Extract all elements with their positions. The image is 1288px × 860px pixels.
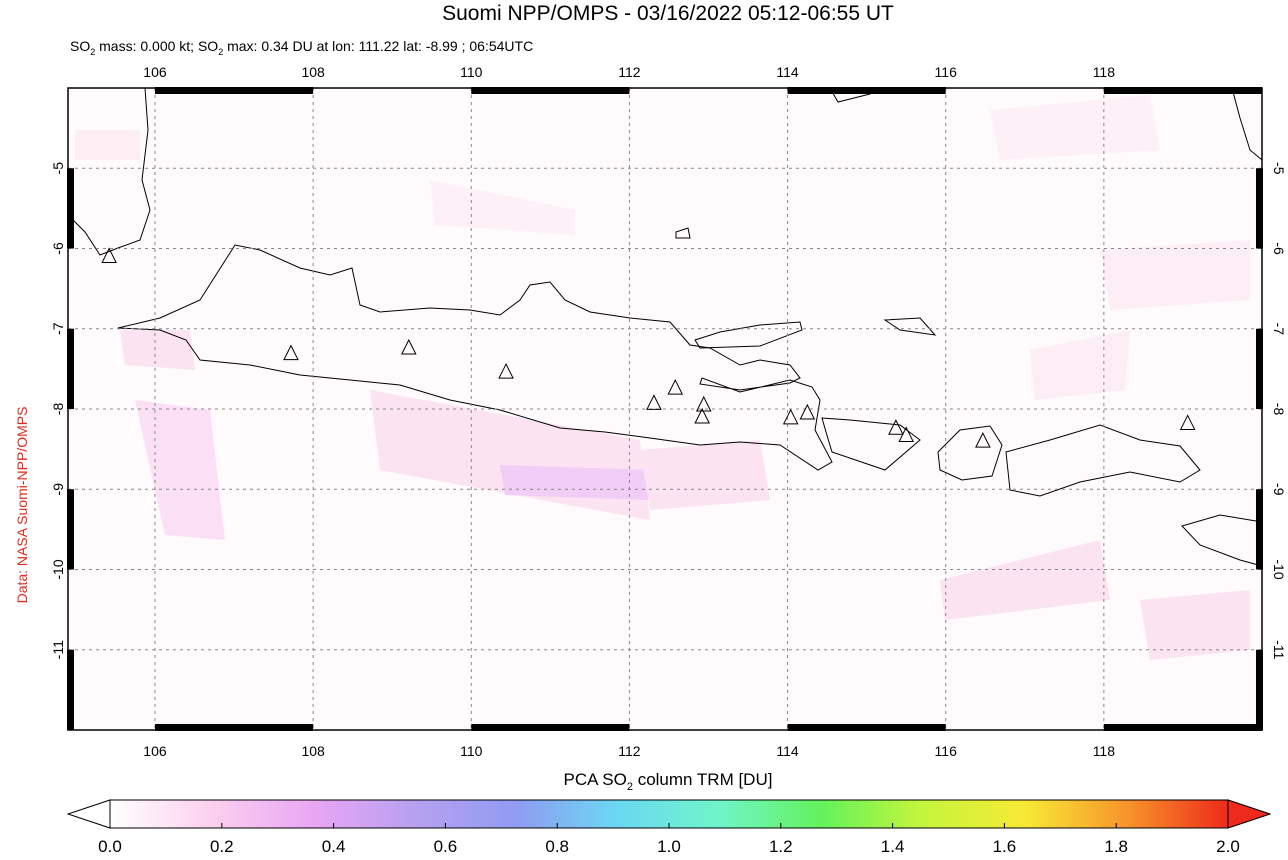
y-tick-label: -10 <box>1271 559 1287 579</box>
subtitle-part: mass: 0.000 kt; SO <box>95 38 218 54</box>
colorbar-title-part: PCA SO <box>564 770 627 789</box>
y-tick-label: -11 <box>50 640 66 659</box>
colorbar-under <box>66 799 111 829</box>
x-tick-label: 116 <box>935 64 958 80</box>
subtitle-sub: 2 <box>90 47 95 57</box>
x-tick-label: 108 <box>301 743 325 759</box>
map-area <box>67 87 1263 731</box>
frame-bar <box>787 87 946 94</box>
volcano-marker <box>498 362 514 379</box>
frame-bar <box>471 724 630 731</box>
colorbar-title: PCA SO2 column TRM [DU] <box>564 770 773 793</box>
colorbar-tick-label: 0.6 <box>434 837 458 855</box>
x-tick-label: 118 <box>1093 743 1116 759</box>
x-tick-label: 116 <box>935 743 958 759</box>
x-tick-label: 108 <box>301 64 325 80</box>
y-tick-label: -7 <box>1271 323 1287 336</box>
colorbar-title-part: column TRM [DU] <box>633 770 773 789</box>
frame-bar <box>1256 649 1263 730</box>
colorbar-tick-label: 1.4 <box>881 837 905 855</box>
y-tick-label: -6 <box>50 242 66 255</box>
coastlines <box>67 87 1263 567</box>
colorbar-title-sub: 2 <box>627 781 633 793</box>
frame-bar <box>1103 724 1262 731</box>
frame-bar <box>67 168 74 249</box>
grid <box>68 88 1262 730</box>
volcano-marker <box>400 338 417 355</box>
frame-bar <box>154 87 314 94</box>
volcano-marker <box>695 395 712 412</box>
frame-bar <box>67 649 74 730</box>
x-tick-label: 110 <box>460 743 483 759</box>
subtitle-part: max: 0.34 DU at lon: 111.22 lat: -8.99 ;… <box>223 38 533 54</box>
volcano-marker <box>898 426 914 442</box>
frame-bar <box>67 328 74 409</box>
chart-title: Suomi NPP/OMPS - 03/16/2022 05:12-06:55 … <box>442 2 894 25</box>
frame-bar <box>67 489 74 570</box>
x-tick-label: 112 <box>618 64 641 80</box>
volcano-markers <box>101 247 1196 448</box>
frame-bar <box>1256 168 1263 249</box>
y-tick-label: -10 <box>50 559 66 579</box>
frame-bar <box>1256 328 1263 409</box>
colorbar-tick-label: 0.0 <box>98 837 122 855</box>
frame-bar <box>471 87 630 94</box>
x-tick-label: 114 <box>776 64 799 80</box>
volcano-marker <box>646 394 662 410</box>
volcano-marker <box>283 344 299 361</box>
x-tick-label: 118 <box>1093 64 1116 80</box>
x-tick-label: 106 <box>143 64 167 80</box>
colorbar-over <box>1227 799 1272 829</box>
colorbar-tick-label: 1.8 <box>1104 837 1128 855</box>
subtitle-part: SO <box>70 38 90 54</box>
y-tick-label: -5 <box>50 162 66 175</box>
y-tick-label: -9 <box>1271 483 1287 496</box>
volcano-marker <box>975 431 991 448</box>
colorbar: 0.0 0.2 0.4 0.6 0.8 1.0 1.2 1.4 1.6 1.8 2.0 <box>66 799 1272 856</box>
x-tick-label: 114 <box>776 743 799 759</box>
volcano-marker <box>667 379 684 395</box>
x-tick-label: 112 <box>618 743 641 759</box>
colorbar-tick-label: 0.8 <box>545 837 569 855</box>
volcano-marker <box>694 407 710 424</box>
x-tick-label: 106 <box>143 743 167 759</box>
subtitle-sub: 2 <box>218 47 223 57</box>
colorbar-tick-label: 1.6 <box>993 837 1017 855</box>
colorbar-tick-label: 1.0 <box>657 837 681 855</box>
volcano-marker <box>782 408 799 425</box>
y-tick-label: -8 <box>50 403 66 416</box>
y-tick-label: -6 <box>1271 242 1287 255</box>
volcano-marker <box>888 419 904 435</box>
colorbar-tick-label: 1.2 <box>769 837 793 855</box>
frame-bar <box>1103 87 1262 94</box>
frame-bar <box>1256 489 1263 570</box>
y-tick-label: -7 <box>50 322 66 335</box>
colorbar-tick-label: 0.2 <box>210 837 234 855</box>
frame-bars <box>67 87 1263 731</box>
source-note: Data: NASA Suomi-NPP/OMPS <box>14 407 30 604</box>
y-tick-label: -8 <box>1271 403 1287 416</box>
colorbar-tick-label: 2.0 <box>1216 837 1240 855</box>
frame-bar <box>154 724 314 731</box>
volcano-marker <box>799 403 816 420</box>
y-tick-label: -9 <box>50 483 66 496</box>
chart-subtitle: SO2 mass: 0.000 kt; SO2 max: 0.34 DU at … <box>70 38 533 57</box>
x-tick-label: 110 <box>460 64 483 80</box>
colorbar-tick-label: 0.4 <box>322 837 346 855</box>
frame-bar <box>787 724 946 731</box>
volcano-marker <box>101 247 117 264</box>
so2-patches <box>75 95 1250 660</box>
volcano-marker <box>1179 414 1196 430</box>
y-tick-label: -11 <box>1271 640 1287 659</box>
y-tick-label: -5 <box>1271 162 1287 175</box>
